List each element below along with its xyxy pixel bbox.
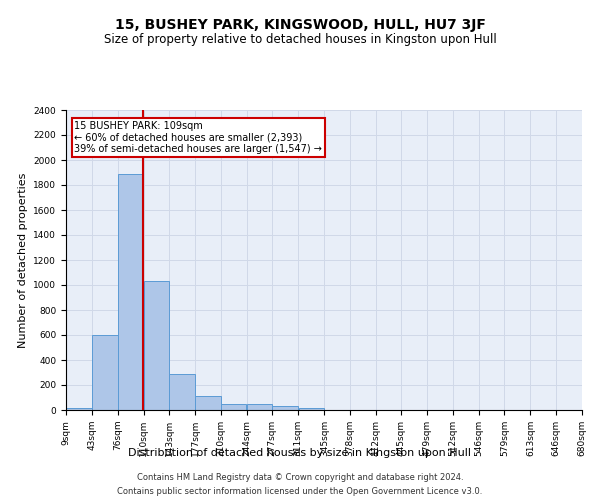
Bar [221, 404, 247, 410]
Bar [272, 406, 298, 410]
Bar [169, 374, 195, 410]
Text: Size of property relative to detached houses in Kingston upon Hull: Size of property relative to detached ho… [104, 32, 496, 46]
Bar [67, 408, 92, 410]
Text: Contains public sector information licensed under the Open Government Licence v3: Contains public sector information licen… [118, 488, 482, 496]
Text: 15 BUSHEY PARK: 109sqm
← 60% of detached houses are smaller (2,393)
39% of semi-: 15 BUSHEY PARK: 109sqm ← 60% of detached… [74, 121, 322, 154]
Bar [92, 335, 118, 410]
Y-axis label: Number of detached properties: Number of detached properties [18, 172, 28, 348]
Bar [299, 408, 324, 410]
Bar [247, 404, 272, 410]
Bar [195, 396, 221, 410]
Text: Contains HM Land Registry data © Crown copyright and database right 2024.: Contains HM Land Registry data © Crown c… [137, 472, 463, 482]
Bar [118, 174, 143, 410]
Bar [143, 281, 169, 410]
Text: Distribution of detached houses by size in Kingston upon Hull: Distribution of detached houses by size … [128, 448, 472, 458]
Text: 15, BUSHEY PARK, KINGSWOOD, HULL, HU7 3JF: 15, BUSHEY PARK, KINGSWOOD, HULL, HU7 3J… [115, 18, 485, 32]
